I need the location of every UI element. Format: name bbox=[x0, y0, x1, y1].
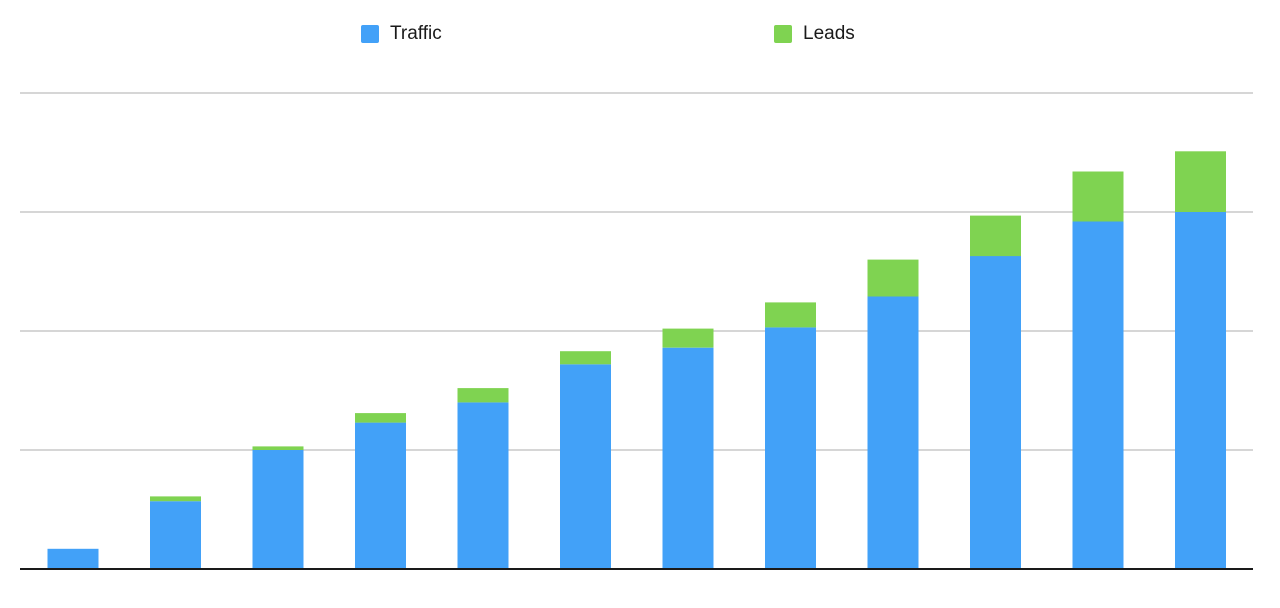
bar-traffic-6[interactable] bbox=[560, 364, 611, 569]
bar-leads-11[interactable] bbox=[1072, 171, 1124, 222]
bar-leads-5[interactable] bbox=[457, 388, 509, 403]
legend-label-traffic: Traffic bbox=[390, 23, 442, 44]
bar-leads-12[interactable] bbox=[1175, 151, 1226, 212]
bar-traffic-12[interactable] bbox=[1175, 212, 1226, 569]
bar-traffic-7[interactable] bbox=[662, 347, 714, 569]
bar-leads-10[interactable] bbox=[970, 215, 1021, 257]
bar-traffic-9[interactable] bbox=[867, 296, 919, 570]
legend-item-traffic[interactable]: Traffic bbox=[361, 22, 442, 46]
bar-traffic-8[interactable] bbox=[765, 327, 816, 569]
bar-leads-6[interactable] bbox=[560, 351, 611, 365]
bars bbox=[47, 151, 1226, 570]
bar-traffic-2[interactable] bbox=[150, 501, 201, 569]
legend: Traffic Leads bbox=[0, 22, 1280, 46]
legend-item-leads[interactable]: Leads bbox=[774, 22, 855, 46]
gridlines bbox=[20, 92, 1253, 451]
bar-traffic-10[interactable] bbox=[970, 256, 1021, 569]
bar-traffic-11[interactable] bbox=[1072, 221, 1124, 570]
bar-leads-4[interactable] bbox=[355, 413, 406, 423]
bar-leads-9[interactable] bbox=[867, 259, 919, 297]
legend-label-leads: Leads bbox=[803, 23, 855, 44]
bar-traffic-3[interactable] bbox=[252, 450, 304, 569]
bar-leads-2[interactable] bbox=[150, 496, 201, 502]
bar-leads-8[interactable] bbox=[765, 302, 816, 328]
bar-traffic-4[interactable] bbox=[355, 422, 406, 569]
bar-traffic-5[interactable] bbox=[457, 402, 509, 569]
bar-leads-3[interactable] bbox=[252, 446, 304, 450]
legend-swatch-traffic bbox=[361, 25, 379, 43]
legend-swatch-leads bbox=[774, 25, 792, 43]
bar-traffic-1[interactable] bbox=[47, 548, 99, 569]
bar-leads-7[interactable] bbox=[662, 328, 714, 348]
